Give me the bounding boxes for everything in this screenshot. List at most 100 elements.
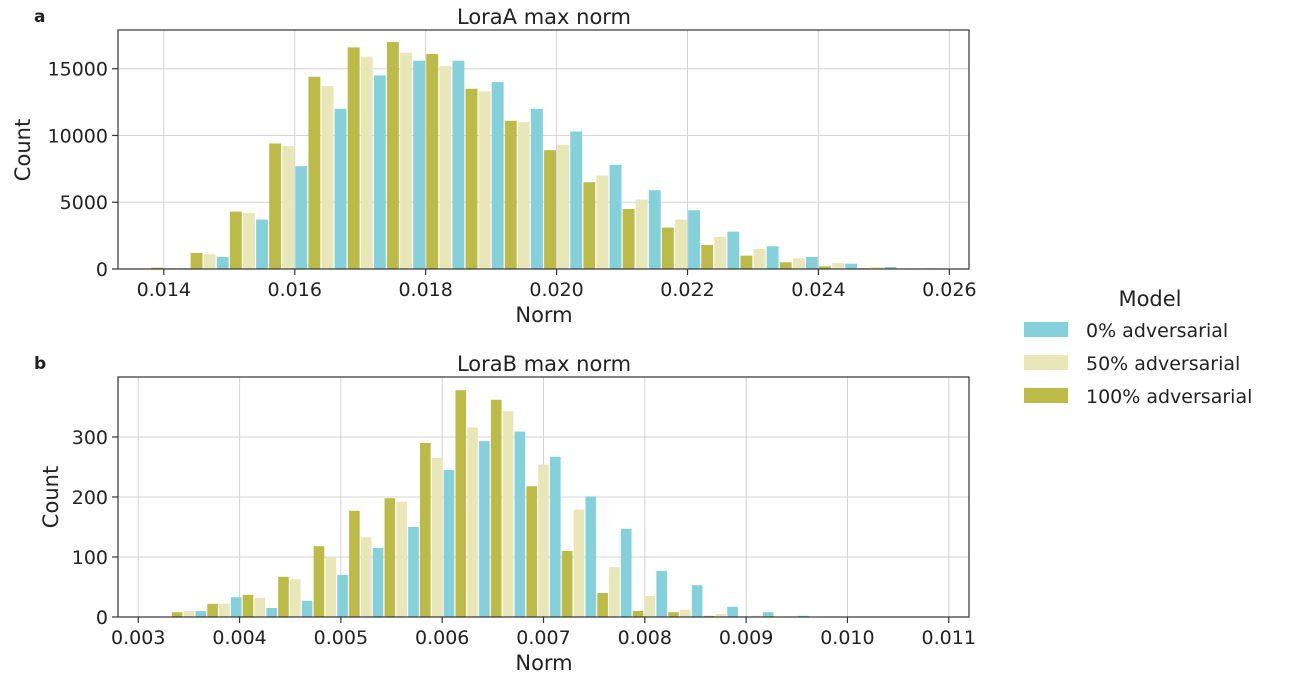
- panel-b-x-tick-label: 0.004: [212, 627, 266, 649]
- panel-a-bar-50pct-adversarial: [360, 56, 373, 270]
- panel-a-bar-0pct-adversarial: [531, 108, 543, 269]
- panel-a-title: LoraA max norm: [457, 5, 631, 29]
- panel-a-bar-100pct-adversarial: [426, 54, 439, 269]
- panel-b-bar-100pct-adversarial: [171, 612, 183, 617]
- panel-b-x-tick-label: 0.006: [415, 627, 469, 649]
- panel-a-bar-50pct-adversarial: [753, 248, 766, 269]
- panel-b-bar-0pct-adversarial: [585, 496, 597, 617]
- panel-a-bar-0pct-adversarial: [766, 246, 779, 269]
- panel-a-bar-100pct-adversarial: [740, 255, 753, 269]
- panel-b-bar-0pct-adversarial: [691, 585, 703, 617]
- panel-a-bar-50pct-adversarial: [242, 212, 255, 269]
- panel-a-bar-50pct-adversarial: [675, 219, 687, 269]
- panel-b-bar-100pct-adversarial: [526, 486, 537, 617]
- panel-b-bar-100pct-adversarial: [455, 390, 467, 617]
- panel-b-bar-100pct-adversarial: [632, 611, 644, 617]
- panel-b-x-axis-label: Norm: [515, 651, 572, 674]
- panel-a-x-tick-label: 0.016: [268, 279, 322, 301]
- panel-b-y-ticks: 0 100 200 300: [72, 427, 118, 629]
- legend-swatch-100pct: [1024, 388, 1068, 403]
- legend-entry-50pct: 50% adversarial: [1086, 353, 1240, 375]
- panel-b-bar-100pct-adversarial: [278, 576, 289, 617]
- panel-b-bar-50pct-adversarial: [431, 458, 443, 617]
- panel-a-x-tick-label: 0.020: [529, 279, 583, 301]
- panel-b-bar-0pct-adversarial: [656, 570, 667, 617]
- panel-b-bar-0pct-adversarial: [479, 441, 490, 617]
- panel-b-bar-0pct-adversarial: [514, 431, 526, 617]
- panel-b-bar-0pct-adversarial: [337, 575, 348, 617]
- panel-a-bar-0pct-adversarial: [727, 231, 740, 269]
- panel-a-bar-100pct-adversarial: [465, 88, 478, 269]
- panel-a-bar-50pct-adversarial: [635, 199, 648, 269]
- panel-b-y-tick-label: 100: [72, 547, 108, 569]
- panel-b-y-tick-label: 200: [72, 487, 108, 509]
- panel-b-bar-100pct-adversarial: [420, 443, 431, 617]
- panel-b-y-tick-label: 0: [96, 607, 108, 629]
- panel-b-bar-0pct-adversarial: [443, 470, 455, 617]
- panel-a-bar-0pct-adversarial: [648, 190, 661, 269]
- panel-a-x-tick-label: 0.014: [137, 279, 191, 301]
- panel-a-bar-100pct-adversarial: [819, 266, 831, 269]
- panel-b-x-tick-label: 0.010: [820, 627, 874, 649]
- panel-a-y-ticks: 0 5000 10000 15000: [48, 59, 118, 281]
- panel-a-y-tick-label: 10000: [48, 125, 108, 147]
- panel-b-bar-100pct-adversarial: [349, 510, 360, 617]
- panel-a-bar-0pct-adversarial: [373, 75, 386, 270]
- panel-b-bar-0pct-adversarial: [727, 606, 738, 617]
- panel-a-bar-100pct-adversarial: [347, 47, 360, 269]
- panel-a-label: a: [34, 7, 45, 27]
- panel-a-bar-100pct-adversarial: [701, 244, 714, 269]
- panel-b-bar-50pct-adversarial: [254, 597, 266, 617]
- panel-a-bar-100pct-adversarial: [779, 262, 792, 269]
- panel-a-bar-0pct-adversarial: [413, 60, 426, 270]
- panel-b-x-tick-label: 0.011: [922, 627, 976, 649]
- panel-a-bar-100pct-adversarial: [308, 76, 321, 269]
- panel-b-bar-50pct-adversarial: [538, 464, 549, 617]
- panel-b-bar-50pct-adversarial: [680, 609, 691, 617]
- panel-a-bar-100pct-adversarial: [504, 120, 517, 269]
- panel-a-y-tick-label: 0: [96, 259, 108, 281]
- panel-b-bar-100pct-adversarial: [490, 399, 502, 617]
- panel-a-bar-50pct-adversarial: [478, 91, 491, 269]
- panel-a-bar-50pct-adversarial: [714, 236, 727, 269]
- panel-b-bar-100pct-adversarial: [561, 551, 573, 617]
- panel-b-bar-0pct-adversarial: [195, 611, 207, 617]
- panel-b-bars: [171, 390, 809, 617]
- legend-swatch-0pct: [1024, 322, 1068, 337]
- panel-a-bar-100pct-adversarial: [583, 182, 596, 269]
- panel-a-bar-50pct-adversarial: [832, 262, 845, 269]
- panel-b-bar-50pct-adversarial: [715, 614, 727, 617]
- panel-a-bar-0pct-adversarial: [256, 219, 268, 269]
- panel-b-x-tick-label: 0.007: [516, 627, 570, 649]
- panel-b-title: LoraB max norm: [457, 352, 631, 376]
- panel-b-bar-100pct-adversarial: [384, 498, 396, 617]
- panel-b-bar-50pct-adversarial: [396, 501, 407, 617]
- panel-b-x-ticks: 0.003 0.004 0.005 0.006 0.007 0.008 0.009 0.010…: [111, 617, 976, 649]
- panel-a-bar-50pct-adversarial: [871, 267, 884, 269]
- panel-a-x-tick-label: 0.024: [791, 279, 845, 301]
- panel-b-bar-0pct-adversarial: [372, 548, 384, 617]
- panel-a-bar-100pct-adversarial: [229, 211, 242, 269]
- panel-b-bar-50pct-adversarial: [360, 537, 372, 617]
- panel-b-bar-0pct-adversarial: [230, 597, 242, 617]
- panel-b-x-tick-label: 0.003: [111, 627, 165, 649]
- panel-a-bar-50pct-adversarial: [439, 66, 452, 269]
- panel-b-x-tick-label: 0.005: [314, 627, 368, 649]
- panel-b-bar-50pct-adversarial: [183, 611, 195, 617]
- legend-title: Model: [1118, 287, 1181, 311]
- panel-b-bar-50pct-adversarial: [609, 567, 620, 617]
- panel-a-x-tick-label: 0.026: [922, 279, 976, 301]
- panel-a-bar-100pct-adversarial: [151, 267, 164, 269]
- panel-a-x-tick-label: 0.018: [398, 279, 452, 301]
- panel-a-bar-0pct-adversarial: [570, 131, 583, 269]
- panel-a-bar-0pct-adversarial: [295, 166, 308, 269]
- panel-a-bar-0pct-adversarial: [688, 210, 701, 269]
- panel-a-bar-0pct-adversarial: [216, 256, 229, 269]
- panel-a-bar-50pct-adversarial: [321, 86, 334, 269]
- legend-entry-100pct: 100% adversarial: [1086, 386, 1252, 408]
- panel-b-bar-50pct-adversarial: [467, 427, 478, 617]
- panel-b-bar-0pct-adversarial: [620, 528, 632, 617]
- panel-b-bar-0pct-adversarial: [301, 600, 313, 617]
- panel-a: a LoraA max norm 0.014 0.016 0.018 0.020 0.0…: [11, 5, 977, 327]
